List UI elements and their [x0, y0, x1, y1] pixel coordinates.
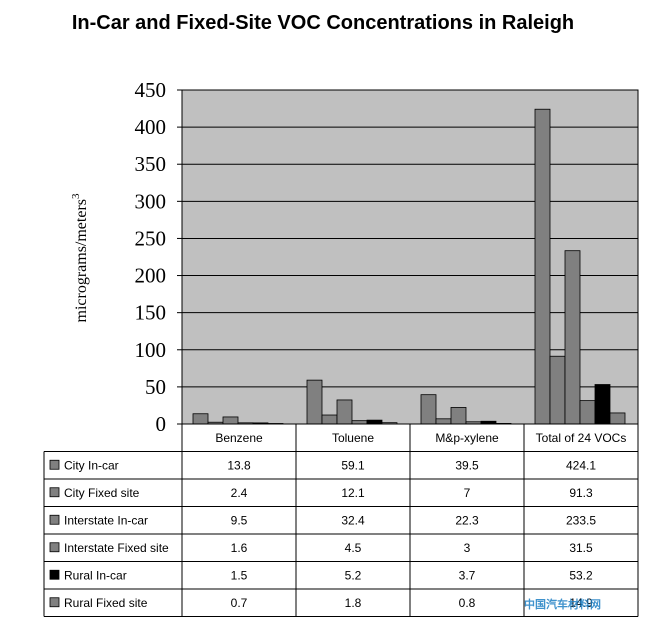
- data-cell: 7: [464, 486, 471, 500]
- bar: [609, 412, 626, 425]
- y-tick-label: 100: [135, 338, 167, 362]
- data-cell: 9.5: [231, 513, 248, 527]
- bar: [192, 413, 209, 425]
- bar: [366, 419, 383, 425]
- bar: [450, 407, 467, 425]
- data-cell: 0.7: [231, 596, 248, 610]
- data-cell: 2.4: [231, 486, 248, 500]
- y-tick-label: 150: [135, 301, 167, 325]
- data-cell: 233.5: [566, 513, 596, 527]
- bar: [579, 400, 596, 425]
- y-tick-label: 0: [156, 412, 167, 436]
- y-axis-label: micrograms/meters3: [70, 193, 90, 323]
- data-cell: 0.8: [459, 596, 476, 610]
- legend-swatch: [49, 514, 60, 525]
- category-label: M&p-xylene: [435, 431, 499, 445]
- y-axis-ticks: 0 50 100 150 200 250 300 350 400 450: [135, 78, 182, 436]
- data-cell: 13.8: [227, 458, 251, 472]
- legend-label: Interstate In-car: [64, 513, 148, 527]
- gridlines: [182, 126, 638, 388]
- bar: [222, 416, 239, 425]
- y-axis-label-superscript: 3: [70, 193, 82, 199]
- legend-label: Rural In-car: [64, 568, 127, 582]
- data-cell: 1.6: [231, 541, 248, 555]
- legend-label: City In-car: [64, 458, 119, 472]
- data-cell: 1.5: [231, 568, 248, 582]
- category-label: Total of 24 VOCs: [536, 431, 627, 445]
- data-cell: 424.1: [566, 458, 596, 472]
- bar: [564, 250, 581, 425]
- bar: [306, 379, 323, 425]
- data-cell: 4.5: [345, 541, 362, 555]
- data-table: Benzene Toluene M&p-xylene Total of 24 VOCs…: [43, 423, 639, 617]
- data-cell: 3: [464, 541, 471, 555]
- y-tick-label: 300: [135, 189, 167, 213]
- bars: [192, 108, 626, 425]
- legend-swatch: [49, 569, 60, 580]
- y-axis-label-text: micrograms/meters: [73, 199, 90, 323]
- bar: [549, 355, 566, 425]
- data-cell: 59.1: [341, 458, 365, 472]
- bar: [420, 394, 437, 425]
- data-cell: 53.2: [569, 568, 593, 582]
- legend-swatch: [49, 487, 60, 498]
- chart-title: In-Car and Fixed-Site VOC Concentrations…: [71, 12, 575, 34]
- legend-label: Interstate Fixed site: [64, 541, 169, 555]
- bar: [534, 108, 551, 425]
- bar: [435, 418, 452, 425]
- data-cell: 1.8: [345, 596, 362, 610]
- data-cell: 31.5: [569, 541, 593, 555]
- data-cell: 39.5: [455, 458, 479, 472]
- legend-swatch: [49, 597, 60, 608]
- data-cell: 12.1: [341, 486, 365, 500]
- y-tick-label: 200: [135, 264, 167, 288]
- y-tick-label: 250: [135, 226, 167, 250]
- legend-swatch: [49, 459, 60, 470]
- y-tick-label: 50: [145, 375, 166, 399]
- bar: [594, 384, 611, 425]
- y-tick-label: 350: [135, 152, 167, 176]
- y-tick-label: 450: [135, 78, 167, 102]
- data-cell: 32.4: [341, 513, 365, 527]
- watermark-text: 中国汽车材料网: [524, 598, 601, 611]
- category-label: Benzene: [215, 431, 263, 445]
- y-tick-label: 400: [135, 115, 167, 139]
- data-cell: 22.3: [455, 513, 479, 527]
- data-cell: 91.3: [569, 486, 593, 500]
- category-label: Toluene: [332, 431, 374, 445]
- legend-label: Rural Fixed site: [64, 596, 148, 610]
- data-cell: 14.9: [569, 596, 593, 610]
- bar: [351, 420, 368, 425]
- data-cell: 3.7: [459, 568, 476, 582]
- legend-label: City Fixed site: [64, 486, 140, 500]
- bar: [336, 399, 353, 425]
- bar: [321, 414, 338, 425]
- legend-swatch: [49, 542, 60, 553]
- data-cell: 5.2: [345, 568, 362, 582]
